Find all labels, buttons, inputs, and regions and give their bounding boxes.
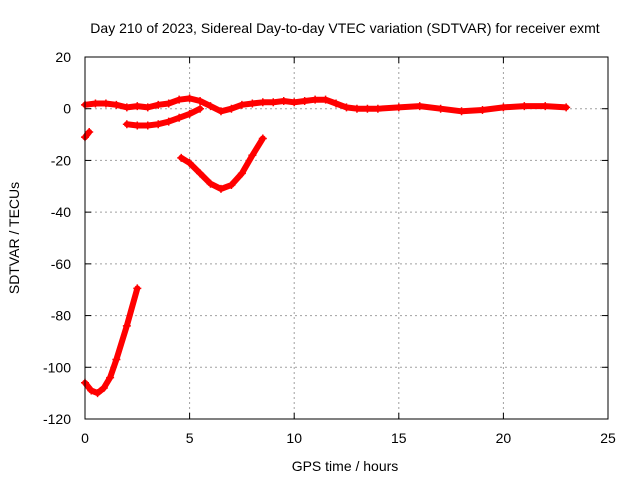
data-point <box>394 103 403 112</box>
data-point <box>478 106 487 115</box>
data-point <box>185 159 194 168</box>
data-series <box>81 94 571 398</box>
data-point <box>300 96 309 105</box>
y-tick-label: -60 <box>51 256 71 272</box>
data-point <box>352 104 361 113</box>
x-tick-label: 20 <box>496 430 512 446</box>
data-point <box>321 95 330 104</box>
data-point <box>185 94 194 103</box>
data-point <box>177 153 186 162</box>
data-point <box>143 103 152 112</box>
data-point <box>520 102 529 111</box>
data-point <box>415 102 424 111</box>
data-point <box>269 98 278 107</box>
data-point <box>373 104 382 113</box>
data-point <box>122 321 131 330</box>
x-tick-label: 10 <box>286 430 302 446</box>
data-point <box>99 383 108 392</box>
data-point <box>290 98 299 107</box>
x-tick-label: 25 <box>600 430 616 446</box>
data-point <box>143 121 152 130</box>
data-point <box>133 102 142 111</box>
data-point <box>227 104 236 113</box>
data-point <box>541 102 550 111</box>
data-point <box>122 120 131 129</box>
data-point <box>196 169 205 178</box>
data-point <box>562 103 571 112</box>
data-point <box>248 151 257 160</box>
data-point <box>216 184 225 193</box>
data-point <box>101 99 110 108</box>
data-point <box>311 95 320 104</box>
data-point <box>85 127 94 136</box>
data-point <box>457 107 466 116</box>
data-point <box>342 103 351 112</box>
data-point <box>436 104 445 113</box>
data-point <box>122 103 131 112</box>
data-point <box>196 96 205 105</box>
series-early-dip <box>81 284 142 398</box>
data-point <box>185 109 194 118</box>
y-tick-label: -120 <box>43 411 71 427</box>
data-point <box>154 120 163 129</box>
data-point <box>248 99 257 108</box>
data-point <box>164 99 173 108</box>
data-point <box>133 284 142 293</box>
plot-frame <box>84 56 609 420</box>
chart-title: Day 210 of 2023, Sidereal Day-to-day VTE… <box>90 20 599 36</box>
data-point <box>206 179 215 188</box>
data-point <box>258 98 267 107</box>
data-point <box>216 107 225 116</box>
data-point <box>164 117 173 126</box>
series-start-fragment <box>81 127 94 142</box>
data-point <box>93 389 102 398</box>
data-point <box>91 99 100 108</box>
axis-ticks: 0 5 10 15 20 25 20 0 -20 -40 -60 -80 -100 -120 <box>43 49 616 446</box>
data-point <box>206 102 215 111</box>
x-tick-label: 5 <box>186 430 194 446</box>
data-point <box>87 386 96 395</box>
y-tick-label: -100 <box>43 359 71 375</box>
data-point <box>112 100 121 109</box>
x-axis-label: GPS time / hours <box>292 458 399 474</box>
y-tick-label: -20 <box>51 152 71 168</box>
data-point <box>363 104 372 113</box>
data-point <box>237 100 246 109</box>
data-point <box>227 180 236 189</box>
series-midday-dip <box>177 134 267 193</box>
y-axis-label: SDTVAR / TECUs <box>6 182 22 294</box>
y-tick-label: 0 <box>63 101 71 117</box>
data-point <box>499 103 508 112</box>
y-tick-label: 20 <box>55 49 71 65</box>
x-tick-label: 0 <box>81 430 89 446</box>
data-point <box>154 100 163 109</box>
y-tick-label: -40 <box>51 204 71 220</box>
data-point <box>196 104 205 113</box>
data-point <box>175 95 184 104</box>
series-main-trace <box>81 94 571 116</box>
series-lower-branch <box>122 104 205 130</box>
x-tick-label: 15 <box>391 430 407 446</box>
data-point <box>106 373 115 382</box>
data-point <box>332 99 341 108</box>
data-point <box>279 96 288 105</box>
data-point <box>112 355 121 364</box>
data-point <box>258 134 267 143</box>
data-point <box>175 113 184 122</box>
data-point <box>133 121 142 130</box>
data-point <box>237 169 246 178</box>
y-tick-label: -80 <box>51 308 71 324</box>
